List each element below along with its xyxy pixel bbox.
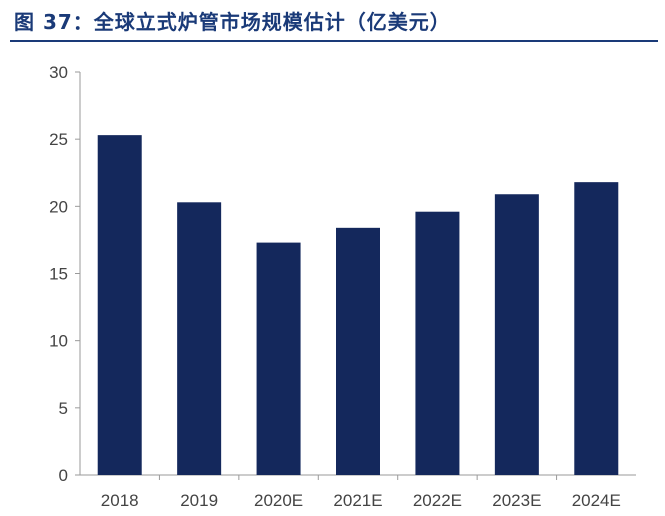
bar — [97, 135, 142, 476]
x-tick-label: 2019 — [180, 491, 218, 510]
x-tick-label: 2018 — [101, 491, 139, 510]
y-tick-label: 25 — [49, 130, 68, 149]
x-axis: 2018 2019 2020E 2021E 2022E 2023E 2024E — [80, 474, 636, 510]
y-tick-label: 10 — [49, 332, 68, 351]
bar — [415, 211, 460, 475]
y-axis: 0 5 10 15 20 25 30 — [49, 63, 81, 485]
bars — [97, 135, 619, 476]
bar — [336, 227, 380, 475]
title-divider — [10, 40, 658, 42]
y-tick-label: 15 — [49, 265, 68, 284]
x-tick-label: 2021E — [333, 491, 382, 510]
x-tick-label: 2020E — [254, 491, 303, 510]
x-tick-label: 2024E — [572, 491, 621, 510]
y-tick-label: 20 — [49, 197, 68, 216]
figure-title: 图 37：全球立式炉管市场规模估计（亿美元） — [14, 10, 451, 34]
bar — [574, 182, 619, 476]
bar — [177, 202, 222, 475]
bar — [494, 194, 539, 475]
bar — [256, 242, 301, 475]
y-tick-label: 30 — [49, 63, 68, 82]
y-tick-label: 0 — [59, 466, 68, 485]
y-tick-label: 5 — [59, 399, 68, 418]
x-tick-label: 2022E — [413, 491, 462, 510]
x-tick-label: 2023E — [492, 491, 541, 510]
